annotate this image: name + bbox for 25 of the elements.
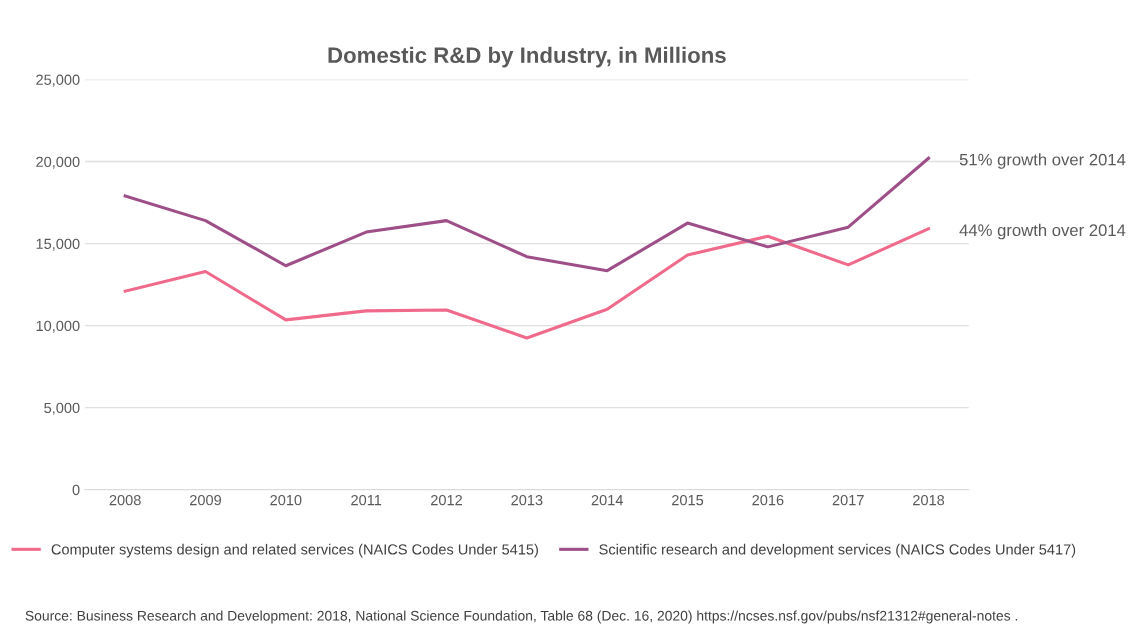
line-series [123, 227, 931, 340]
x-tick-label: 2013 [511, 494, 543, 506]
x-tick-label: 2010 [270, 494, 302, 506]
x-tick-label: 2015 [672, 494, 704, 506]
source-note: Source: Business Research and Development: 2018, National Science Foundation, Table 68 (Dec. 16, 2020) https://ncses.nsf.gov/pubs/nsf21312#general-notes . [25, 610, 1018, 624]
x-tick-label: 2017 [832, 494, 864, 506]
x-tick-label: 2012 [431, 494, 462, 506]
x-tick-label: 2018 [913, 494, 945, 506]
x-tick-label: 2009 [190, 494, 222, 506]
x-tick-label: 2008 [109, 494, 141, 506]
annotation: 51% growth over 2014 [959, 153, 1126, 169]
x-tick-label: 2016 [752, 494, 784, 506]
y-tick-label: 20,000 [36, 156, 80, 169]
y-tick-label: 0 [72, 484, 80, 496]
x-tick-label: 2014 [591, 494, 623, 506]
y-tick-label: 25,000 [36, 74, 80, 87]
y-tick-label: 15,000 [36, 238, 80, 251]
chart-title: Domestic R&D by Industry, in Millions [328, 46, 726, 68]
annotation: 44% growth over 2014 [959, 223, 1126, 240]
line-series [123, 156, 931, 273]
x-tick-label: 2011 [351, 494, 382, 506]
legend-label: Computer systems design and related services (NAICS Codes Under 5415) [51, 543, 538, 558]
y-tick-label: 10,000 [36, 320, 80, 333]
y-tick-label: 5,000 [44, 402, 80, 415]
legend-label: Scientific research and development services (NAICS Codes Under 5417) [599, 543, 1076, 558]
